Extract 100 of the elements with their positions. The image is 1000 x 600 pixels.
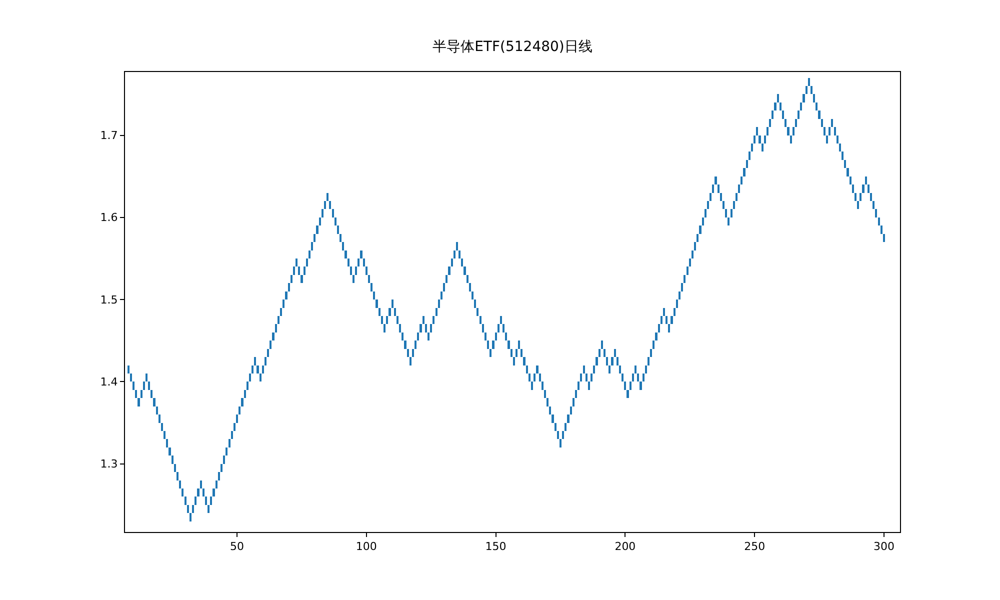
bar: [728, 217, 730, 226]
bar: [150, 390, 153, 398]
bar: [823, 127, 826, 136]
bar: [512, 357, 515, 366]
bar: [790, 135, 792, 144]
bar: [135, 390, 138, 398]
bar: [230, 430, 233, 440]
bar: [334, 217, 336, 226]
bar: [394, 308, 396, 316]
bar: [176, 472, 179, 480]
bar: [494, 332, 497, 341]
bar: [614, 348, 616, 358]
bar: [171, 456, 174, 464]
y-tick-label: 1.4: [100, 376, 118, 389]
bar: [714, 176, 717, 185]
bar: [582, 365, 585, 374]
bar: [342, 242, 344, 250]
bar: [458, 250, 461, 258]
bar: [828, 127, 831, 136]
bar: [308, 250, 311, 258]
bar: [277, 316, 280, 324]
bar: [197, 488, 200, 497]
bar: [158, 414, 160, 423]
bar: [510, 348, 512, 358]
chart-title: 半导体ETF(512480)日线: [432, 39, 592, 55]
bar: [140, 390, 142, 398]
bar: [559, 439, 562, 448]
bar: [520, 348, 523, 358]
bar: [396, 316, 399, 324]
bar: [580, 373, 582, 382]
bar: [526, 365, 528, 374]
bar: [285, 291, 288, 300]
bar: [505, 332, 508, 341]
bar: [386, 316, 388, 324]
bar: [420, 324, 422, 332]
bar: [854, 192, 857, 201]
bar: [270, 340, 272, 349]
bar: [487, 340, 490, 349]
bar: [668, 324, 670, 332]
bar: [254, 357, 256, 366]
bar: [515, 348, 518, 358]
bar: [717, 184, 720, 193]
bar: [300, 274, 303, 284]
bar: [554, 422, 556, 431]
bar: [508, 340, 510, 349]
bar: [761, 143, 764, 152]
x-tick-label: 150: [485, 540, 506, 554]
bar: [399, 324, 402, 332]
bar: [417, 332, 420, 341]
bar: [280, 308, 282, 316]
bar: [684, 274, 686, 284]
bar: [326, 192, 329, 201]
bar: [402, 332, 404, 341]
bar: [430, 324, 432, 332]
bar: [290, 274, 292, 284]
bar: [652, 340, 655, 349]
y-tick-label: 1.7: [100, 129, 118, 142]
bar: [164, 430, 166, 440]
bar: [223, 456, 226, 464]
bar: [238, 406, 241, 415]
bar: [166, 439, 168, 448]
bar: [549, 406, 552, 415]
bar: [784, 118, 787, 128]
bar: [406, 348, 409, 358]
bar: [756, 127, 758, 136]
x-tick-label: 50: [230, 540, 244, 554]
bar: [192, 504, 194, 514]
bar: [802, 94, 805, 102]
bar: [476, 308, 479, 316]
bar: [857, 200, 860, 210]
bar: [782, 110, 784, 119]
bar: [834, 127, 836, 136]
bar: [818, 110, 820, 119]
bar: [432, 316, 435, 324]
bar: [484, 332, 486, 341]
bar: [820, 118, 823, 128]
bar: [318, 217, 321, 226]
bar: [212, 488, 215, 497]
bar: [296, 258, 298, 267]
bar: [145, 373, 148, 382]
bar: [622, 373, 624, 382]
bar: [808, 78, 810, 86]
bar: [218, 472, 220, 480]
bar: [860, 192, 862, 201]
bar: [355, 266, 358, 275]
bar: [440, 291, 442, 300]
bar: [336, 226, 339, 234]
bar: [404, 340, 406, 349]
bar: [220, 464, 223, 472]
bar: [826, 135, 828, 144]
bar: [350, 266, 352, 275]
bar: [262, 365, 264, 374]
bar: [236, 414, 238, 423]
bar: [518, 340, 520, 349]
bar: [632, 373, 634, 382]
bar: [244, 390, 246, 398]
y-tick-label: 1.3: [100, 458, 118, 471]
bar: [182, 488, 184, 497]
bar: [414, 340, 417, 349]
bar: [179, 480, 182, 488]
